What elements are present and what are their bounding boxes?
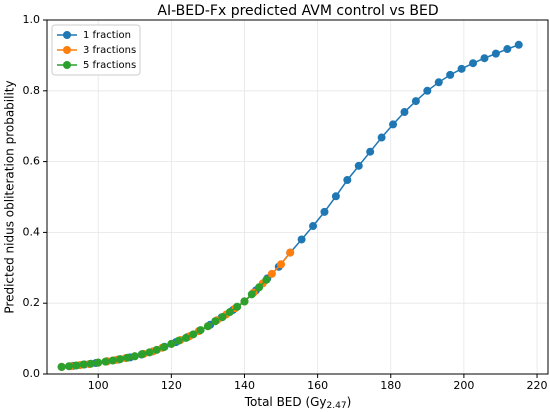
data-point xyxy=(233,302,242,311)
data-point xyxy=(514,40,523,49)
data-point xyxy=(389,120,398,129)
y-tick-label: 0.8 xyxy=(23,84,41,97)
data-point xyxy=(297,235,306,244)
data-point xyxy=(72,361,81,370)
data-point xyxy=(267,269,276,278)
series-line xyxy=(61,252,291,368)
data-point xyxy=(108,356,117,365)
data-point xyxy=(225,308,234,317)
data-point xyxy=(123,353,132,362)
data-point xyxy=(491,49,500,58)
x-tick-label: 220 xyxy=(527,379,548,392)
data-point xyxy=(167,339,176,348)
data-point xyxy=(434,78,443,87)
data-point xyxy=(203,322,212,331)
data-point xyxy=(138,350,147,359)
data-point xyxy=(116,355,125,364)
legend-label: 5 fractions xyxy=(83,60,136,71)
data-point xyxy=(286,248,295,257)
legend-box xyxy=(51,24,141,76)
x-tick-label: 200 xyxy=(453,379,474,392)
data-point xyxy=(320,207,329,216)
data-point xyxy=(377,133,386,142)
data-point xyxy=(366,147,375,156)
data-point xyxy=(411,97,420,106)
data-point xyxy=(247,290,256,299)
x-tick-label: 180 xyxy=(380,379,401,392)
data-point xyxy=(94,358,103,367)
plot-frame xyxy=(46,19,549,375)
series-line xyxy=(61,279,267,368)
data-point xyxy=(79,360,88,369)
data-point xyxy=(331,192,340,201)
series-line xyxy=(61,44,520,368)
legend-label: 1 fraction xyxy=(83,30,131,41)
data-point xyxy=(218,313,227,322)
data-point xyxy=(57,362,66,371)
data-point xyxy=(469,59,478,68)
data-point xyxy=(277,260,286,269)
data-point xyxy=(240,297,249,306)
data-point xyxy=(309,222,318,231)
legend-marker xyxy=(63,46,71,54)
data-point xyxy=(196,326,205,335)
data-point xyxy=(446,70,455,79)
x-tick-label: 160 xyxy=(307,379,328,392)
data-point xyxy=(503,45,512,54)
x-tick-label: 140 xyxy=(234,379,255,392)
data-point xyxy=(145,348,154,357)
data-point xyxy=(211,317,220,326)
y-axis-label: Predicted nidus obliteration probability xyxy=(3,80,17,313)
data-point xyxy=(181,333,190,342)
data-point xyxy=(255,283,264,292)
data-point xyxy=(423,86,432,95)
y-tick-label: 0.0 xyxy=(23,367,41,380)
y-tick-label: 1.0 xyxy=(23,13,41,26)
data-point xyxy=(400,108,409,117)
chart-title: AI-BED-Fx predicted AVM control vs BED xyxy=(157,3,438,19)
data-point xyxy=(262,275,271,284)
data-point xyxy=(64,362,73,371)
x-axis-label: Total BED (Gy2.47) xyxy=(244,395,352,411)
legend-marker xyxy=(63,61,71,69)
data-point xyxy=(343,176,352,185)
data-point xyxy=(130,352,139,361)
legend-marker xyxy=(63,31,71,39)
x-tick-label: 120 xyxy=(161,379,182,392)
data-point xyxy=(189,330,198,339)
y-tick-label: 0.2 xyxy=(23,296,41,309)
data-point xyxy=(86,359,95,368)
data-point xyxy=(354,161,363,170)
data-point xyxy=(101,357,110,366)
data-point xyxy=(174,336,183,345)
x-tick-label: 100 xyxy=(88,379,109,392)
data-point xyxy=(152,345,161,354)
y-tick-label: 0.6 xyxy=(23,155,41,168)
data-point xyxy=(480,54,489,63)
data-point xyxy=(160,343,169,352)
y-tick-label: 0.4 xyxy=(23,225,41,238)
legend-label: 3 fractions xyxy=(83,45,136,56)
data-point xyxy=(457,64,466,73)
